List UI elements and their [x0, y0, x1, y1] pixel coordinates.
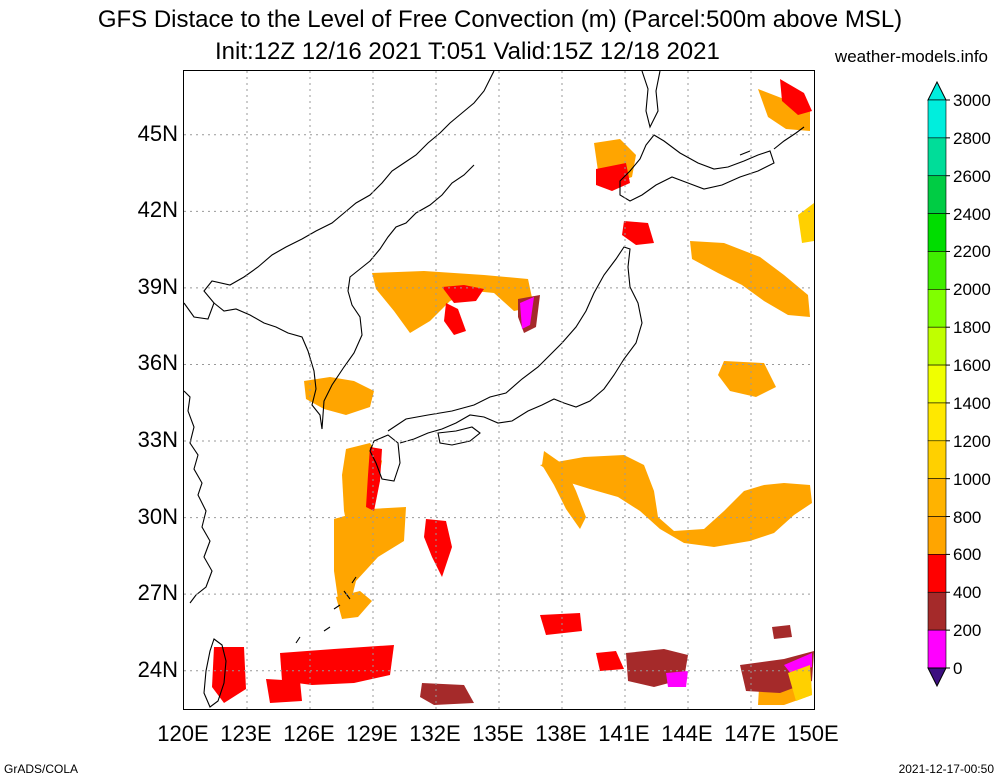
- coastline-ryukyu: [295, 576, 357, 644]
- lon-label-144E: 144E: [661, 721, 713, 746]
- lat-label-45N: 45N: [137, 120, 178, 146]
- colorbar-label-2200: 2200: [953, 242, 991, 262]
- coastline-kyushu: [369, 434, 401, 482]
- coastline-sakhalin: [641, 71, 661, 129]
- lfc-region-200m: [520, 297, 534, 329]
- coastline-shikoku: [437, 426, 481, 446]
- lat-label-36N: 36N: [137, 350, 178, 376]
- colorbar-swatch-600: [927, 554, 947, 593]
- colorbar-swatch-1800: [927, 326, 947, 366]
- coastline-taiwan: [203, 638, 227, 708]
- lfc-region-1200m: [798, 203, 814, 243]
- colorbar-label-2000: 2000: [953, 280, 991, 300]
- coastline-layer: [184, 71, 805, 708]
- lon-label-123E: 123E: [220, 721, 272, 746]
- colorbar-swatch-2000: [927, 289, 947, 328]
- lon-label-135E: 135E: [472, 721, 524, 746]
- lon-label-138E: 138E: [535, 721, 587, 746]
- lfc-field-layer: [212, 79, 814, 705]
- colorbar-swatch-1400: [927, 402, 947, 442]
- gridlines: [184, 71, 814, 709]
- lat-label-30N: 30N: [137, 503, 178, 529]
- colorbar-label-3000: 3000: [953, 91, 991, 110]
- lfc-region-600m: [780, 79, 812, 115]
- lon-label-150E: 150E: [787, 721, 839, 746]
- colorbar-label-1000: 1000: [953, 469, 991, 489]
- map-panel: [183, 70, 815, 710]
- lat-label-33N: 33N: [137, 427, 178, 453]
- lfc-region-600m: [444, 303, 466, 335]
- lon-label-132E: 132E: [409, 721, 461, 746]
- lfc-region-1200m: [788, 665, 812, 701]
- colorbar-label-1800: 1800: [953, 318, 991, 338]
- lfc-region-200m: [666, 671, 688, 687]
- lat-label-39N: 39N: [137, 273, 178, 299]
- lfc-region-600m: [596, 163, 630, 191]
- map-canvas: [184, 71, 814, 709]
- colorbar-label-2800: 2800: [953, 128, 991, 148]
- lfc-region-600m: [442, 285, 484, 303]
- colorbar-swatch-400: [927, 591, 947, 631]
- chart-subtitle: Init:12Z 12/16 2021 T:051 Valid:15Z 12/1…: [215, 38, 720, 65]
- colorbar-swatch-800: [927, 516, 947, 555]
- lfc-region-600m: [424, 519, 452, 577]
- colorbar-label-200: 200: [953, 621, 982, 641]
- lfc-region-800m: [718, 361, 776, 397]
- lfc-region-600m: [212, 647, 246, 703]
- colorbar-label-2400: 2400: [953, 204, 991, 224]
- lfc-region-600m: [540, 613, 582, 635]
- lfc-region-400m: [420, 683, 474, 705]
- coastline-korea-west: [213, 164, 475, 430]
- lfc-region-600m: [596, 651, 624, 671]
- colorbar-swatch-3000: [927, 99, 947, 139]
- colorbar-max-arrow: [927, 80, 947, 101]
- colorbar-swatch-2200: [927, 251, 947, 290]
- colorbar-swatch-1600: [927, 364, 947, 404]
- lfc-region-800m: [758, 89, 810, 131]
- lon-label-126E: 126E: [283, 721, 335, 746]
- lon-label-141E: 141E: [598, 721, 650, 746]
- colorbar-swatch-200: [927, 629, 947, 669]
- lfc-region-600m: [366, 447, 382, 511]
- colorbar-label-600: 600: [953, 545, 982, 565]
- lfc-region-800m: [304, 377, 374, 415]
- colorbar-swatch-1000: [927, 478, 947, 517]
- colorbar-swatch-2400: [927, 213, 947, 252]
- lat-label-27N: 27N: [137, 580, 178, 606]
- colorbar-label-2600: 2600: [953, 166, 991, 186]
- lfc-region-800m: [690, 241, 810, 317]
- colorbar-label-1600: 1600: [953, 356, 991, 376]
- colorbar-swatch-1200: [927, 440, 947, 479]
- lfc-region-600m: [622, 221, 654, 245]
- colorbar-label-1200: 1200: [953, 431, 991, 451]
- coastline-honshu: [387, 246, 643, 444]
- lfc-region-800m: [540, 455, 812, 547]
- colorbar-swatch-2600: [927, 175, 947, 214]
- coastline-china-south: [184, 390, 213, 604]
- lfc-region-600m: [266, 679, 302, 703]
- lat-label-42N: 42N: [137, 197, 178, 223]
- colorbar-min-arrow: [927, 667, 947, 688]
- footer-timestamp: 2021-12-17-00:50: [898, 762, 994, 776]
- coastline-kurils: [739, 126, 805, 156]
- colorbar-label-400: 400: [953, 583, 982, 603]
- footer-software: GrADS/COLA: [4, 762, 79, 776]
- lfc-region-800m: [372, 271, 534, 333]
- site-label: weather-models.info: [834, 47, 988, 66]
- colorbar-label-1400: 1400: [953, 393, 991, 413]
- colorbar-swatch-2800: [927, 137, 947, 177]
- lfc-region-600m: [280, 645, 394, 685]
- lon-label-129E: 129E: [346, 721, 398, 746]
- lat-label-24N: 24N: [137, 656, 178, 682]
- lfc-region-800m: [336, 591, 372, 619]
- chart-title: GFS Distace to the Level of Free Convect…: [97, 6, 903, 33]
- coastline-asia: [184, 71, 495, 320]
- colorbar-label-0: 0: [953, 659, 963, 678]
- lfc-region-400m: [772, 625, 792, 639]
- lfc-region-800m: [542, 451, 586, 529]
- lon-label-147E: 147E: [724, 721, 776, 746]
- lon-label-120E: 120E: [157, 721, 209, 746]
- colorbar-label-800: 800: [953, 507, 982, 527]
